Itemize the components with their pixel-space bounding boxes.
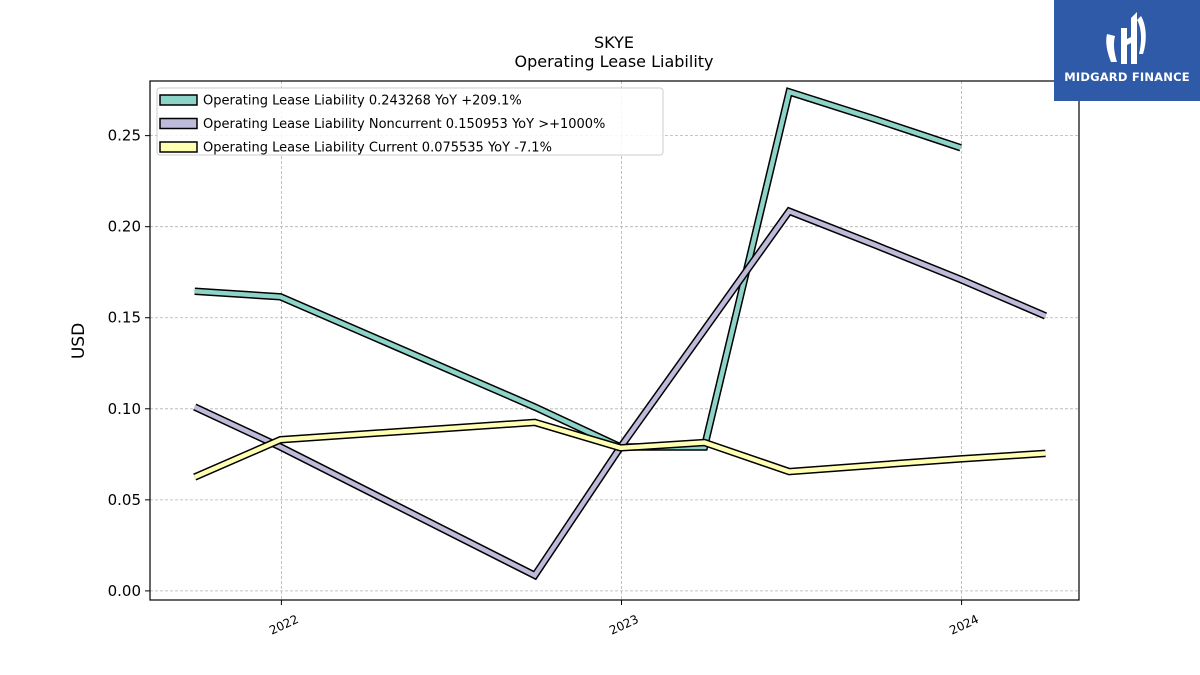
y-tick-label: 0.15	[108, 309, 141, 327]
series-line-stroke	[193, 420, 1046, 480]
chart-title: SKYE	[594, 33, 634, 52]
y-tick-label: 0.10	[108, 400, 141, 418]
y-tick-label: 0.00	[108, 582, 141, 600]
x-tick-label: 2024	[947, 612, 981, 638]
series-line-stroke	[193, 208, 1047, 579]
legend-entry: Operating Lease Liability Noncurrent 0.1…	[203, 117, 605, 132]
legend-swatch	[159, 117, 198, 130]
legend-swatch	[159, 141, 198, 153]
series-line	[193, 418, 1046, 481]
y-axis-label: USD	[69, 323, 89, 359]
plot-frame	[149, 80, 1080, 601]
series-line	[193, 206, 1047, 581]
y-tick-label: 0.05	[108, 491, 141, 509]
legend-swatch	[159, 94, 198, 106]
grid	[150, 81, 1079, 600]
x-tick-label: 2022	[267, 612, 301, 638]
legend-entry: Operating Lease Liability Current 0.0755…	[203, 141, 552, 156]
brand-name: MIDGARD FINANCE	[1064, 70, 1190, 84]
chart-subtitle: Operating Lease Liability	[514, 52, 713, 71]
y-tick-label: 0.20	[108, 218, 141, 236]
legend-entry: Operating Lease Liability 0.243268 YoY +…	[203, 94, 522, 109]
brand-logo: MIDGARD FINANCE	[1054, 0, 1200, 101]
series-group	[193, 87, 1047, 581]
y-tick-label: 0.25	[108, 127, 141, 145]
x-tick-label: 2023	[607, 612, 641, 638]
series-line-outline	[193, 206, 1047, 581]
legend: Operating Lease Liability 0.243268 YoY +…	[156, 87, 664, 156]
legend-box	[156, 87, 664, 156]
axes: 0.00 0.05 0.10 0.15 0.20 0.25 2022 2023 2024	[108, 127, 981, 638]
midgard-logo-icon	[1106, 12, 1146, 64]
